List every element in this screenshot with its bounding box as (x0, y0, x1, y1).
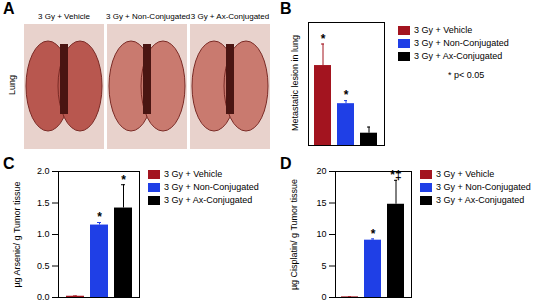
svg-text:µg Cisplatin/ g Tumor tissue: µg Cisplatin/ g Tumor tissue (289, 179, 299, 290)
html-text:Metastatic lesion in lung: Metastatic lesion in lung (290, 34, 300, 131)
html-text:3 Gy + Ax-Conjugated: 3 Gy + Ax-Conjugated (164, 195, 253, 205)
svg-text:15: 15 (316, 198, 326, 208)
svg-text:*: * (97, 210, 102, 224)
html-text:A: A (3, 0, 15, 17)
svg-text:0: 0 (321, 292, 326, 302)
html-text:C: C (3, 155, 15, 172)
html-text:3 Gy + Ax-Conjugated: 3 Gy + Ax-Conjugated (436, 195, 525, 205)
svg-text:1.5: 1.5 (37, 198, 50, 208)
html-text:Lung: Lung (7, 75, 17, 95)
html-text:3 Gy + Non-Conjugated: 3 Gy + Non-Conjugated (414, 38, 509, 48)
svg-text:0.5: 0.5 (37, 261, 50, 271)
html-text:B: B (280, 0, 292, 17)
html-text:3 Gy + Ax-Conjugated: 3 Gy + Ax-Conjugated (414, 51, 503, 61)
svg-text:5: 5 (321, 261, 326, 271)
svg-text:0.0: 0.0 (37, 292, 50, 302)
html-text:3 Gy + Vehicle: 3 Gy + Vehicle (164, 169, 223, 179)
svg-text:20: 20 (316, 166, 326, 176)
html-text:3 Gy + Vehicle: 3 Gy + Vehicle (436, 169, 495, 179)
svg-text:µg Arsenic/ g Tumor tissue: µg Arsenic/ g Tumor tissue (12, 181, 22, 287)
html-text:3 Gy + Vehicle: 3 Gy + Vehicle (38, 12, 90, 21)
svg-text:*‡: *‡ (390, 168, 401, 182)
svg-text:*: * (344, 88, 349, 102)
html-text:3 Gy + Non-Conjugated 3 Gy + A: 3 Gy + Non-Conjugated 3 Gy + Ax-Conjugat… (106, 12, 270, 21)
html-text:* p< 0.05: * p< 0.05 (448, 70, 485, 80)
html-text:D: D (280, 155, 292, 172)
html-text:3 Gy + Non-Conjugated: 3 Gy + Non-Conjugated (164, 182, 259, 192)
svg-text:*: * (321, 32, 326, 46)
svg-text:1.0: 1.0 (37, 229, 50, 239)
svg-text:*: * (121, 173, 126, 187)
svg-text:2.0: 2.0 (37, 166, 50, 176)
svg-text:10: 10 (316, 229, 326, 239)
html-text:3 Gy + Non-Conjugated: 3 Gy + Non-Conjugated (436, 182, 531, 192)
svg-text:*: * (371, 227, 376, 241)
html-text:3 Gy + Vehicle: 3 Gy + Vehicle (414, 25, 473, 35)
